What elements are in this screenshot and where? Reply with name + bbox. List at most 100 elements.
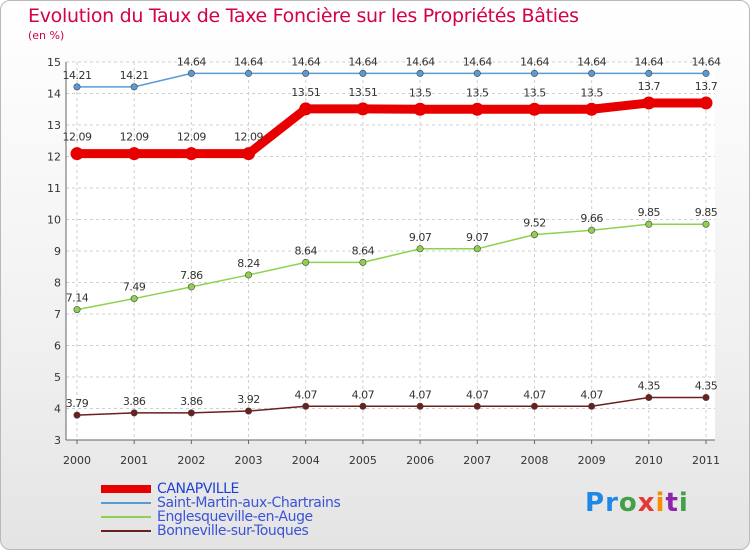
legend-item: Bonneville-sur-Touques (101, 523, 401, 539)
data-label: 13.5 (466, 86, 489, 99)
data-point (470, 102, 484, 116)
series-line (72, 98, 711, 159)
legend-swatch (101, 502, 151, 504)
data-point (645, 220, 653, 228)
data-label: 7.86 (180, 269, 203, 282)
data-point (588, 69, 596, 77)
data-point (416, 245, 424, 253)
logo-letter: o (618, 488, 638, 518)
data-label: 8.24 (237, 257, 260, 270)
data-label: 12.09 (234, 131, 263, 144)
series-bonneville-sur-touques: 3.79 3.86 3.86 3.92 4.07 4.07 4.07 4.07 4.07 4.07… (66, 379, 718, 419)
data-label: 9.52 (523, 217, 546, 230)
data-point (473, 69, 481, 77)
logo-letter: i (655, 488, 666, 518)
data-point (70, 147, 84, 161)
data-point (130, 409, 138, 417)
legend-swatch (101, 516, 151, 518)
data-label: 4.07 (466, 388, 489, 401)
legend-swatch (101, 485, 151, 493)
data-label: 8.64 (352, 244, 375, 257)
series-saint-martin-aux-chartrains: 14.21 14.21 14.64 14.64 14.64 14.64 14.64 14.64… (63, 55, 721, 91)
logo-letter: x (637, 488, 656, 518)
data-point (356, 102, 370, 116)
data-point (588, 226, 596, 234)
data-point (702, 393, 710, 401)
chart-title: Evolution du Taux de Taxe Foncière sur l… (28, 5, 579, 27)
data-point (642, 96, 656, 110)
y-tick-label: 7 (54, 308, 61, 321)
legend-label: CANAPVILLE (157, 481, 239, 497)
x-tick-label: 2006 (406, 454, 434, 467)
data-point (588, 402, 596, 410)
data-point (187, 409, 195, 417)
data-label: 9.66 (580, 212, 603, 225)
data-point (302, 69, 310, 77)
y-tick-label: 11 (47, 182, 61, 195)
logo-letter: i (678, 488, 689, 518)
y-tick-label: 4 (54, 403, 61, 416)
data-point (184, 147, 198, 161)
data-label: 13.7 (695, 80, 718, 93)
series-line (76, 396, 707, 416)
data-label: 14.21 (63, 69, 92, 82)
series-line (76, 72, 707, 88)
y-tick-label: 9 (54, 245, 61, 258)
data-point (299, 102, 313, 116)
y-tick-label: 12 (47, 151, 61, 164)
data-label: 14.64 (177, 55, 206, 68)
logo-letter: t (665, 488, 679, 518)
data-point (702, 220, 710, 228)
data-point (130, 83, 138, 91)
legend-label: Bonneville-sur-Touques (157, 523, 309, 539)
x-tick-label: 2010 (635, 454, 663, 467)
y-tick-label: 6 (54, 340, 61, 353)
data-label: 13.7 (638, 80, 661, 93)
legend-swatch (101, 530, 151, 532)
data-point (73, 411, 81, 419)
logo-letter: r (605, 488, 619, 518)
x-tick-label: 2008 (520, 454, 548, 467)
data-label: 9.07 (466, 231, 489, 244)
data-point (702, 69, 710, 77)
data-point (302, 402, 310, 410)
logo-letter: P (585, 488, 606, 518)
data-label: 3.79 (66, 397, 89, 410)
data-point (473, 402, 481, 410)
data-point (302, 258, 310, 266)
series-englesqueville-en-auge: 7.14 7.49 7.86 8.24 8.64 8.64 9.07 9.07 9.52 9.66… (66, 206, 718, 314)
x-tick-label: 2004 (292, 454, 320, 467)
legend-item: CANAPVILLE (101, 481, 401, 497)
data-point (130, 295, 138, 303)
data-label: 3.86 (180, 395, 203, 408)
series-canapville: 12.09 12.09 12.09 12.09 13.51 13.51 13.5 13.5 13… (63, 80, 718, 161)
data-label: 9.85 (695, 206, 718, 219)
x-tick-label: 2003 (235, 454, 263, 467)
legend-item: Saint-Martin-aux-Chartrains (101, 495, 401, 511)
data-point (127, 147, 141, 161)
data-point (699, 96, 713, 110)
data-label: 13.5 (523, 86, 546, 99)
data-label: 13.51 (291, 86, 320, 99)
data-label: 12.09 (63, 131, 92, 144)
x-tick-label: 2005 (349, 454, 377, 467)
y-tick-label: 8 (54, 277, 61, 290)
data-point (585, 102, 599, 116)
x-tick-label: 2011 (692, 454, 720, 467)
data-point (530, 69, 538, 77)
data-point (416, 69, 424, 77)
data-label: 12.09 (120, 131, 149, 144)
x-tick-label: 2009 (578, 454, 606, 467)
data-point (359, 402, 367, 410)
data-label: 13.5 (580, 86, 603, 99)
data-label: 14.64 (692, 55, 721, 68)
data-label: 7.14 (66, 292, 89, 305)
data-point (242, 147, 256, 161)
data-point (473, 245, 481, 253)
data-label: 14.64 (577, 55, 606, 68)
y-tick-label: 5 (54, 371, 61, 384)
data-label: 4.35 (695, 379, 718, 392)
data-point (245, 271, 253, 279)
data-point (530, 231, 538, 239)
